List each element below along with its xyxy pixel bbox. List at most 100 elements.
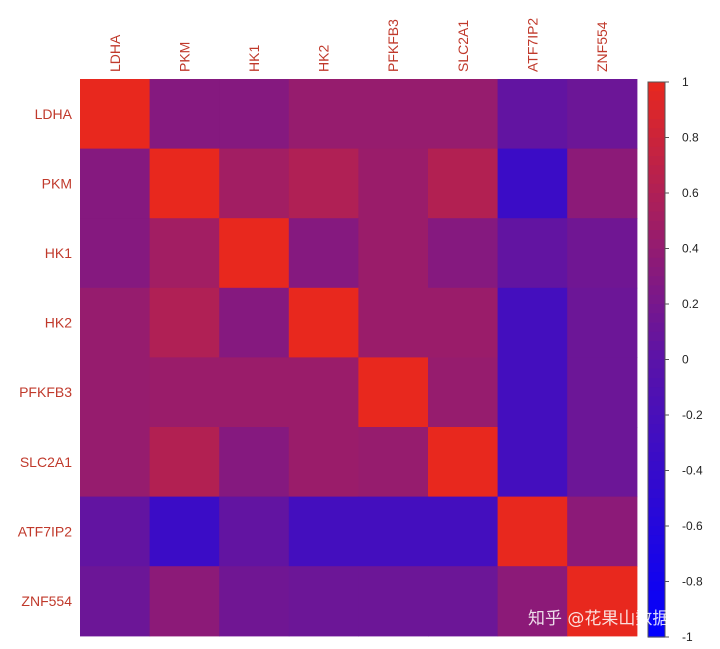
colorbar-segment (648, 442, 665, 453)
heatmap-cell-hk1-znf554 (567, 218, 638, 289)
heatmap-cell-hk1-ldha (80, 218, 151, 289)
x-label-pkm: PKM (176, 42, 192, 72)
heatmap-cell-pkm-znf554 (567, 148, 638, 219)
heatmap-cell-pfkfb3-slc2a1 (428, 357, 499, 428)
colorbar-tick-label: -0.2 (682, 408, 703, 422)
colorbar-segment (648, 396, 665, 407)
colorbar-tick-label: -0.6 (682, 519, 703, 533)
heatmap-cell-hk2-pkm (149, 287, 220, 358)
heatmap-cell-znf554-atf7ip2 (497, 566, 568, 637)
heatmap-cell-ldha-hk2 (288, 79, 359, 150)
heatmap-cell-pkm-atf7ip2 (497, 148, 568, 219)
colorbar-segment (648, 600, 665, 610)
y-label-atf7ip2: ATF7IP2 (18, 523, 72, 539)
colorbar-segment (648, 276, 665, 287)
colorbar-segment (648, 359, 665, 370)
heatmap-cell-pfkfb3-hk1 (219, 357, 290, 428)
colorbar-segment (648, 489, 665, 499)
colorbar-tick-label: 0.8 (682, 131, 699, 145)
colorbar-segment (648, 156, 665, 166)
colorbar-segment (648, 248, 665, 259)
colorbar-segment (648, 165, 665, 176)
y-label-ldha: LDHA (35, 106, 73, 122)
heatmap-cell-ldha-znf554 (567, 79, 638, 150)
heatmap-cell-pkm-pfkfb3 (358, 148, 429, 219)
heatmap-cell-slc2a1-znf554 (567, 427, 638, 498)
heatmap-cell-znf554-hk1 (219, 566, 290, 637)
colorbar-segment (648, 433, 665, 444)
heatmap-cell-slc2a1-pfkfb3 (358, 427, 429, 498)
x-label-hk1: HK1 (246, 45, 262, 72)
colorbar-segment (648, 405, 665, 416)
heatmap-cell-atf7ip2-slc2a1 (428, 496, 499, 567)
colorbar-segment (648, 109, 665, 120)
heatmap-cell-hk2-atf7ip2 (497, 287, 568, 358)
colorbar-segment (648, 322, 665, 333)
colorbar-segment (648, 387, 665, 398)
colorbar-tick-label: 0.4 (682, 242, 699, 256)
colorbar-segment (648, 368, 665, 379)
heatmap-cell-pfkfb3-hk2 (288, 357, 359, 428)
heatmap-cell-pfkfb3-znf554 (567, 357, 638, 428)
colorbar-segment (648, 544, 665, 555)
y-axis-labels: LDHA PKM HK1 HK2 PFKFB3 SLC2A1 ATF7IP2 ZNF554 (18, 106, 73, 609)
colorbar-segment (648, 507, 665, 518)
colorbar-segment (648, 119, 665, 129)
heatmap-cell-pfkfb3-ldha (80, 357, 151, 428)
colorbar-segment (648, 304, 665, 314)
heatmap-cell-hk2-znf554 (567, 287, 638, 358)
x-label-znf554: ZNF554 (594, 21, 610, 72)
heatmap-cell-hk2-ldha (80, 287, 151, 358)
colorbar-segment (648, 415, 665, 425)
colorbar-segment (648, 461, 665, 472)
heatmap-cell-hk1-slc2a1 (428, 218, 499, 289)
heatmap-cell-hk2-hk1 (219, 287, 290, 358)
heatmap-cell-znf554-pkm (149, 566, 220, 637)
colorbar-segment (648, 609, 665, 620)
colorbar-tick-label: 0.6 (682, 186, 699, 200)
colorbar-segment (648, 350, 665, 361)
y-label-hk2: HK2 (45, 315, 72, 331)
colorbar-segment (648, 137, 665, 148)
heatmap-cell-hk1-hk1 (219, 218, 290, 289)
colorbar-tick-label: -0.8 (682, 575, 703, 589)
x-axis-labels: LDHA PKM HK1 HK2 PFKFB3 SLC2A1 ATF7IP2 ZNF554 (107, 18, 610, 72)
colorbar-segment (648, 331, 665, 342)
heatmap-cell-slc2a1-pkm (149, 427, 220, 498)
colorbar-tick-label: 0 (682, 353, 689, 367)
colorbar-segment (648, 572, 665, 583)
heatmap-cell-pkm-hk1 (219, 148, 290, 219)
heatmap-cell-slc2a1-hk1 (219, 427, 290, 498)
heatmap-cells (80, 79, 638, 637)
heatmap-cell-pkm-hk2 (288, 148, 359, 219)
heatmap-cell-slc2a1-hk2 (288, 427, 359, 498)
colorbar-segment (648, 91, 665, 102)
colorbar-segment (648, 82, 665, 92)
colorbar-segment (648, 590, 665, 601)
heatmap-cell-hk2-slc2a1 (428, 287, 499, 358)
heatmap-cell-slc2a1-slc2a1 (428, 427, 499, 498)
x-label-ldha: LDHA (107, 34, 123, 72)
heatmap-cell-hk2-pfkfb3 (358, 287, 429, 358)
heatmap-cell-znf554-hk2 (288, 566, 359, 637)
colorbar-segment (648, 100, 665, 111)
colorbar-segment (648, 516, 665, 527)
colorbar-segment (648, 193, 665, 203)
y-label-pkm: PKM (42, 175, 72, 191)
y-label-znf554: ZNF554 (21, 593, 72, 609)
y-label-hk1: HK1 (45, 245, 72, 261)
colorbar-segment (648, 618, 665, 629)
colorbar-segment (648, 239, 665, 250)
heatmap-cell-atf7ip2-atf7ip2 (497, 496, 568, 567)
colorbar-tick-label: -0.4 (682, 464, 703, 478)
colorbar-segment (648, 627, 665, 638)
heatmap-cell-atf7ip2-znf554 (567, 496, 638, 567)
watermark-text: 知乎 @花果山数据 (528, 609, 669, 629)
x-label-hk2: HK2 (316, 45, 332, 72)
heatmap-cell-slc2a1-atf7ip2 (497, 427, 568, 498)
colorbar-segment (648, 479, 665, 490)
heatmap-cell-hk2-hk2 (288, 287, 359, 358)
heatmap-cell-ldha-atf7ip2 (497, 79, 568, 150)
colorbar-segment (648, 452, 665, 462)
